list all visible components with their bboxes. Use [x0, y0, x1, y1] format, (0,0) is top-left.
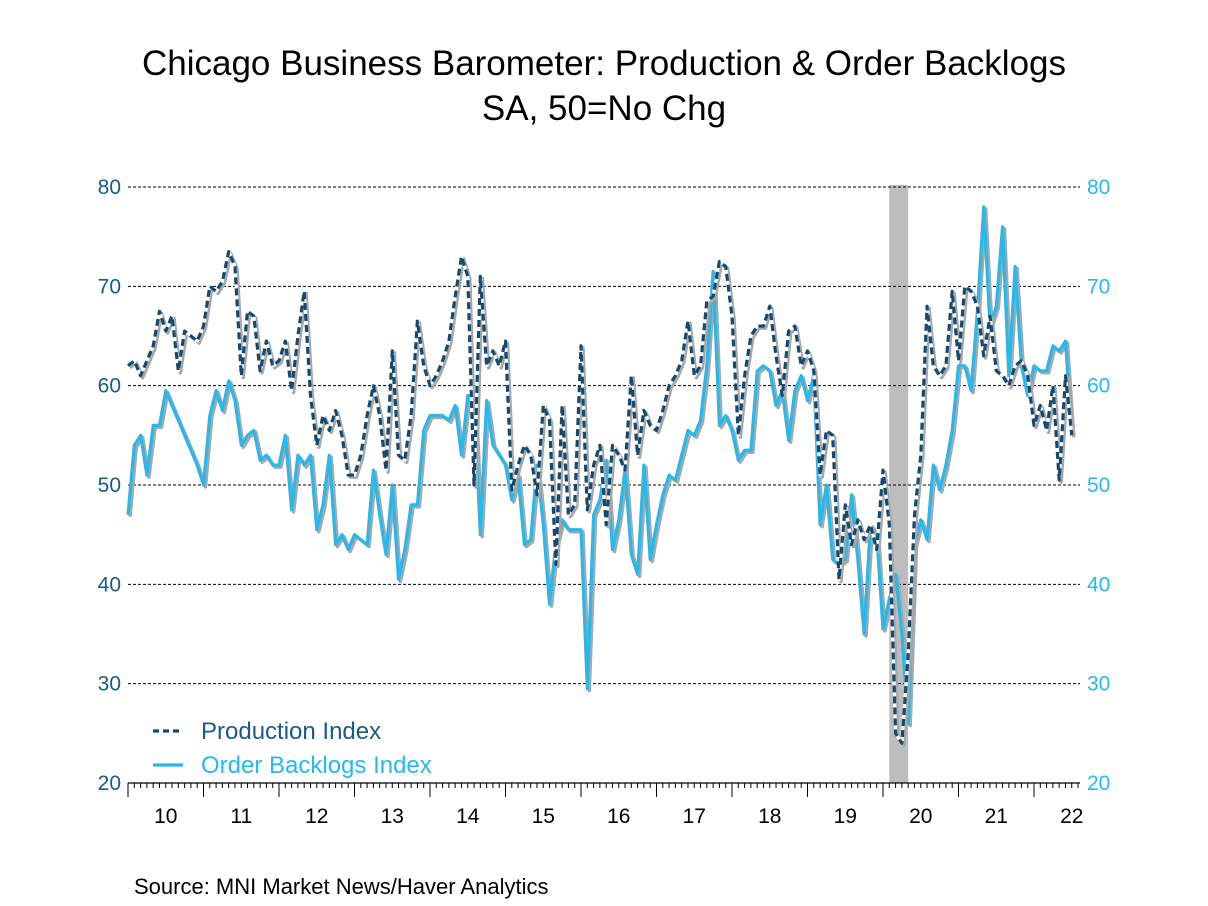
- y-tick-label-right: 40: [1087, 573, 1110, 596]
- x-tick-label: 12: [305, 805, 328, 828]
- x-tick-label: 17: [683, 805, 706, 828]
- x-tick-label: 18: [758, 805, 781, 828]
- y-tick-label-right: 60: [1087, 375, 1110, 398]
- y-tick-label-right: 20: [1087, 772, 1110, 795]
- x-tick-label: 13: [381, 805, 404, 828]
- y-tick-label-right: 50: [1087, 474, 1110, 497]
- y-tick-label-right: 80: [1087, 176, 1110, 199]
- legend-label: Order Backlogs Index: [201, 752, 432, 779]
- x-tick-label: 15: [532, 805, 555, 828]
- x-tick-label: 10: [154, 805, 177, 828]
- x-tick-label: 14: [456, 805, 480, 828]
- y-tick-label-left: 70: [98, 275, 121, 298]
- series-shadow: [128, 251, 1076, 748]
- chart-subtitle: SA, 50=No Chg: [481, 89, 727, 128]
- legend-label: Production Index: [201, 718, 381, 745]
- x-tick-label: 19: [834, 805, 857, 828]
- chart-title: Chicago Business Barometer: Production &…: [141, 44, 1067, 83]
- y-tick-label-left: 80: [98, 176, 121, 199]
- y-tick-label-left: 30: [98, 673, 121, 696]
- x-tick-label: 20: [909, 805, 932, 828]
- y-tick-label-left: 50: [98, 474, 121, 497]
- y-tick-label-right: 70: [1087, 275, 1110, 298]
- y-tick-label-left: 40: [98, 573, 121, 596]
- x-tick-label: 16: [607, 805, 630, 828]
- y-tick-label-left: 20: [98, 772, 121, 795]
- x-tick-label: 21: [985, 805, 1008, 828]
- source-note: Source: MNI Market News/Haver Analytics: [134, 874, 549, 899]
- series-line-production-index: [127, 250, 1074, 745]
- y-tick-label-left: 60: [98, 375, 121, 398]
- y-tick-label-right: 30: [1087, 673, 1110, 696]
- x-tick-label: 11: [230, 805, 252, 828]
- x-tick-label: 22: [1060, 805, 1083, 828]
